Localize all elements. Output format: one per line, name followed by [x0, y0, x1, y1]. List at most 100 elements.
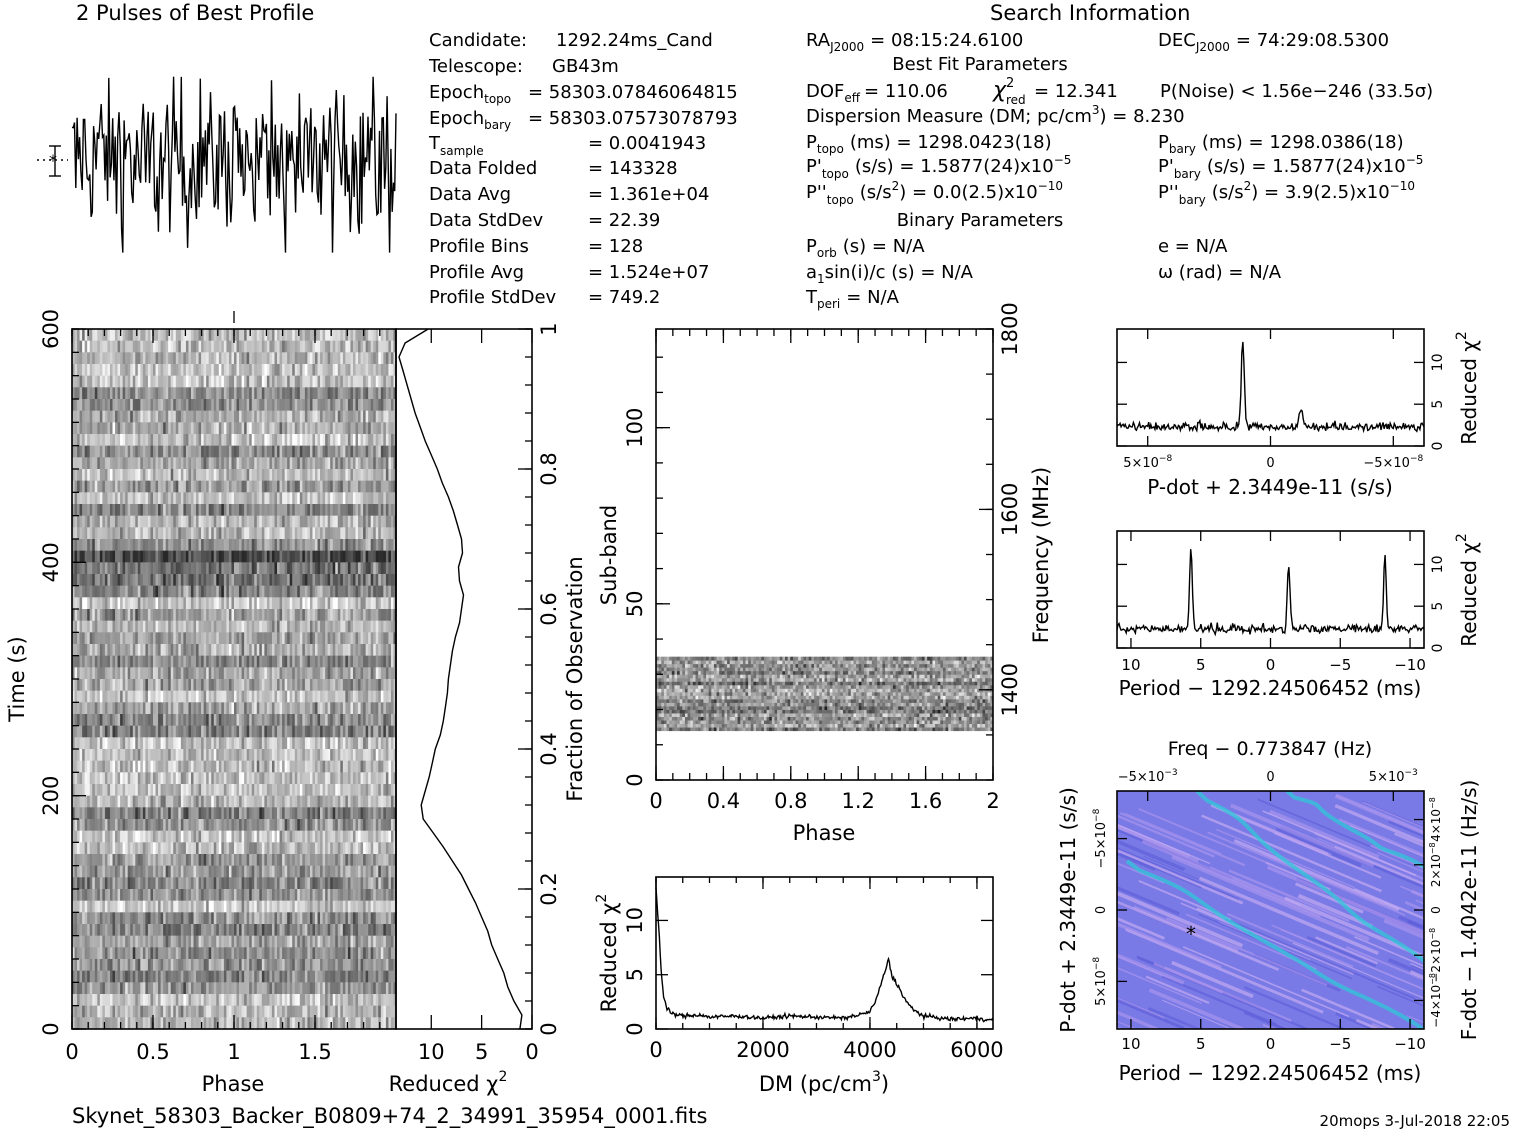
tick-label: 0.2 — [537, 872, 561, 905]
ppdot-xlabel: Period − 1292.24506452 (ms) — [1119, 1061, 1422, 1085]
svg-text:Tperi= N/A: Tperi = N/A — [805, 287, 900, 311]
tick-label: 0 — [1266, 456, 1274, 471]
svg-text:Profile Avg= 1.524e+07: Profile Avg = 1.524e+07 — [429, 262, 709, 283]
tick-label: 1.2 — [841, 789, 874, 813]
tick-label: 1800 — [998, 302, 1022, 355]
tick-label: 1600 — [998, 483, 1022, 536]
tick-label: 10 — [1430, 354, 1446, 372]
tick-label: −2×10−8 — [1428, 928, 1443, 983]
tick-label: 0 — [1266, 1035, 1276, 1053]
tick-label: 400 — [39, 542, 63, 582]
period-chi-plot: 0 5 10 10 5 0 −5 −10 — [1116, 531, 1446, 674]
subband-image — [656, 656, 993, 732]
tick-label: 0 — [1430, 644, 1446, 653]
svg-text:Candidate:1292.24ms_Cand: Candidate: 1292.24ms_Cand — [429, 30, 713, 51]
subband-ylabel: Sub-band — [597, 505, 621, 605]
svg-text:Epochtopo= 58303.07846064815: Epochtopo = 58303.07846064815 — [429, 82, 738, 106]
tick-label: −5×10−8 — [1363, 454, 1423, 471]
tick-label: 4×10−8 — [1428, 797, 1443, 842]
time-chi-xlabel: Reduced χ2 — [389, 1069, 508, 1096]
chi-curve — [1116, 341, 1425, 434]
ppdot-ylabel: P-dot + 2.3449e-11 (s/s) — [1056, 787, 1080, 1033]
dm-curve — [655, 887, 994, 1023]
svg-text:P'bary(s/s) = 1.5877(24)x10−: P'bary (s/s) = 1.5877(24)x10−5 — [1158, 153, 1423, 181]
tick-label: 5 — [475, 1040, 488, 1064]
svg-text:Data Folded= 143328: Data Folded = 143328 — [429, 158, 678, 179]
candidate-info: Candidate: 1292.24ms_Cand Telescope: GB43m… — [428, 30, 738, 308]
tick-label: 10 — [1121, 1035, 1140, 1053]
svg-text:P'topo(s/s) = 1.5877(24)x10−: P'topo (s/s) = 1.5877(24)x10−5 — [806, 153, 1071, 181]
tick-label: 4000 — [843, 1038, 896, 1062]
search-info: RAJ2000 = 08:15:24.6100 DECJ2000 = 74:29:0… — [805, 30, 1433, 311]
tick-label: 200 — [39, 776, 63, 816]
svg-text:P''topo(s/s2) = 0.0(2.5)x10−10: P''topo (s/s2) = 0.0(2.5)x10−10 — [806, 179, 1063, 207]
tick-label: 0 — [537, 1022, 561, 1035]
svg-text:χ: χ — [992, 78, 1007, 103]
filename: Skynet_58303_Backer_B0809+74_2_34991_359… — [72, 1104, 707, 1129]
svg-text:Data StdDev= 22.39: Data StdDev = 22.39 — [429, 210, 660, 231]
tick-label: 5×10−3 — [1369, 768, 1418, 785]
svg-text:Porb(s) = N/A: Porb (s) = N/A — [806, 236, 925, 260]
tick-label: 0 — [65, 1040, 78, 1064]
ppdot-right-label: F-dot − 1.4042e-11 (Hz/s) — [1457, 780, 1481, 1041]
period-chi-ylabel: Reduced χ2 — [1454, 533, 1481, 647]
subband-axes: 0 0.4 0.8 1.2 1.6 2 0 50 100 1400 1600 1800 — [623, 302, 1022, 813]
binary-title: Binary Parameters — [897, 210, 1064, 231]
tick-label: −5 — [1329, 1035, 1351, 1053]
time-phase-ylabel: Time (s) — [5, 636, 29, 722]
tick-label: 0.4 — [707, 789, 740, 813]
tick-label: 0.5 — [136, 1040, 169, 1064]
tick-label: 10 — [1121, 656, 1140, 674]
tick-label: 10 — [623, 907, 647, 934]
frequency-label: Frequency (MHz) — [1029, 467, 1053, 643]
profile-error-bar: * — [37, 145, 68, 177]
tick-label: 1 — [227, 1040, 240, 1064]
tick-label: −10 — [1394, 1035, 1426, 1053]
tick-label: 2 — [986, 789, 999, 813]
svg-text:P(Noise) < 1.56e−246 (33.5σ): P(Noise) < 1.56e−246 (33.5σ) — [1160, 81, 1433, 102]
pdot-chi-xlabel: P-dot + 2.3449e-11 (s/s) — [1147, 475, 1393, 499]
tick-label: 0 — [1266, 656, 1276, 674]
tick-label: 0 — [1429, 906, 1443, 914]
dm-ylabel: Reduced χ2 — [594, 894, 621, 1013]
tick-label: −4×10−8 — [1428, 973, 1443, 1028]
profile-title: 2 Pulses of Best Profile — [76, 1, 314, 25]
profile-trace — [71, 76, 397, 253]
svg-text:red: red — [1006, 93, 1026, 107]
time-chi-frame — [395, 328, 533, 1030]
footer-stamp: 20mops 3-Jul-2018 22:05 — [1320, 1112, 1510, 1130]
dm-xlabel: DM (pc/cm3) — [759, 1069, 889, 1096]
tick-label: 1 — [537, 322, 561, 335]
svg-text:Profile StdDev= 749.2: Profile StdDev = 749.2 — [429, 287, 660, 308]
tick-label: 0 — [1266, 770, 1274, 785]
pdot-chi-plot: 0 5 10 5×10−8 0 −5×10−8 — [1116, 329, 1446, 471]
tick-label: 6000 — [950, 1038, 1003, 1062]
tick-label: −10 — [1394, 656, 1426, 674]
tick-label: 0.8 — [774, 789, 807, 813]
tick-label: 5 — [1430, 400, 1446, 409]
tick-label: 1400 — [998, 663, 1022, 716]
tick-label: 5 — [623, 968, 647, 981]
period-chi-xlabel: Period − 1292.24506452 (ms) — [1119, 676, 1422, 700]
tick-label: 10 — [1430, 556, 1446, 574]
svg-text:a1sin(i)/c (s) = N/A: a1sin(i)/c (s) = N/A — [806, 262, 974, 286]
dm-frame — [655, 876, 994, 1030]
tick-label: −5×10−3 — [1118, 768, 1178, 785]
tick-label: 5×10−8 — [1123, 454, 1172, 471]
svg-text:2: 2 — [1006, 76, 1014, 91]
tick-label: 5×10−8 — [1092, 957, 1109, 1006]
dm-plot: 0 2000 4000 6000 0 5 10 — [623, 877, 1004, 1062]
time-chi-plot: 10 5 0 0 0.2 0.4 0.6 0.8 1 — [398, 322, 561, 1064]
tick-label: 5 — [1196, 656, 1206, 674]
tick-label: 2×10−8 — [1428, 842, 1443, 887]
best-fit-title: Best Fit Parameters — [892, 54, 1067, 75]
tick-label: 100 — [623, 408, 647, 448]
svg-text:e = N/A: e = N/A — [1158, 236, 1228, 257]
tick-label: 0 — [623, 773, 647, 786]
time-phase-xlabel: Phase — [202, 1072, 265, 1096]
svg-text:Epochbary= 58303.07573078793: Epochbary = 58303.07573078793 — [429, 108, 738, 132]
svg-text:Dispersion Measure (DM; pc/cm3: Dispersion Measure (DM; pc/cm3) = 8.230 — [806, 103, 1185, 127]
subband-xlabel: Phase — [793, 821, 856, 845]
svg-text:*: * — [49, 151, 57, 170]
time-phase-image — [72, 329, 396, 1029]
